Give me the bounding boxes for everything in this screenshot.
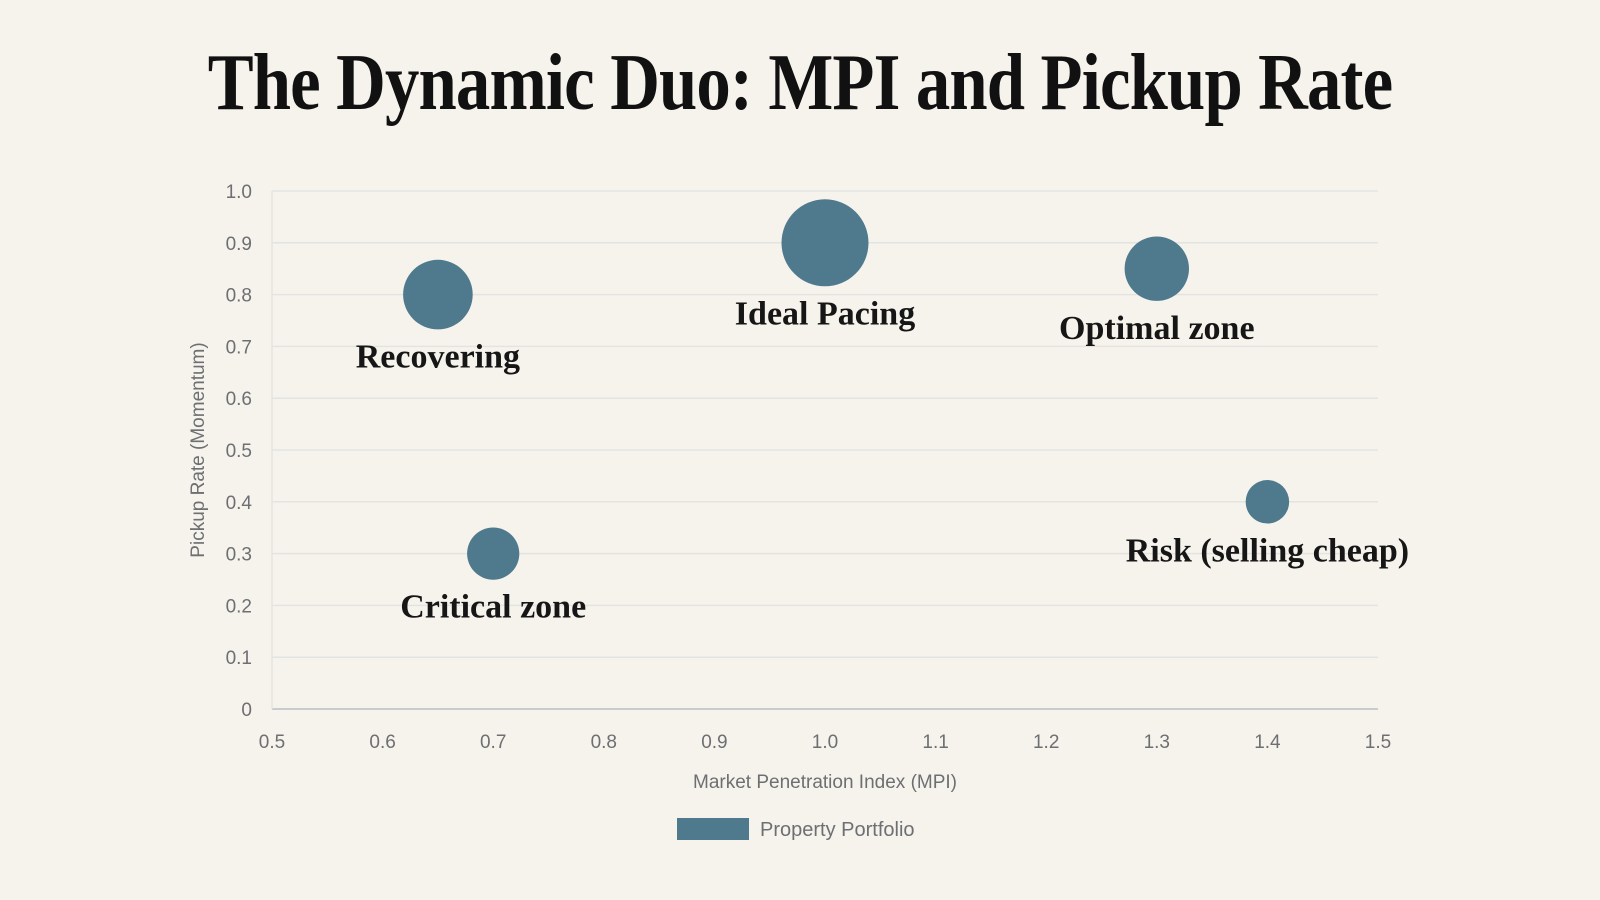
- y-tick-label: 0.6: [226, 389, 252, 410]
- point-label: Recovering: [356, 338, 520, 375]
- bubble-point: [467, 527, 520, 580]
- x-tick-label: 0.9: [701, 732, 727, 753]
- y-tick-label: 0.2: [226, 596, 252, 617]
- y-tick-label: 0.8: [226, 286, 252, 307]
- bubble-point: [1124, 236, 1189, 301]
- y-tick-label: 1.0: [226, 182, 252, 203]
- bubble-point: [1245, 480, 1290, 524]
- y-tick-label: 0.7: [226, 337, 252, 358]
- page-title: The Dynamic Duo: MPI and Pickup Rate: [207, 39, 1393, 127]
- x-tick-label: 1.4: [1254, 732, 1281, 753]
- point-label: Ideal Pacing: [735, 295, 915, 332]
- point-label: Optimal zone: [1059, 310, 1254, 347]
- x-tick-label: 1.2: [1033, 732, 1059, 753]
- bubble-point: [403, 259, 473, 330]
- legend-swatch: [677, 818, 749, 840]
- x-tick-label: 0.6: [369, 732, 395, 753]
- y-tick-label: 0.5: [226, 441, 252, 462]
- x-tick-label: 0.5: [259, 732, 285, 753]
- x-tick-label: 1.0: [812, 732, 838, 753]
- y-tick-label: 0.1: [226, 648, 252, 669]
- point-label: Risk (selling cheap): [1126, 533, 1409, 570]
- x-tick-label: 0.8: [591, 732, 617, 753]
- x-tick-label: 1.1: [922, 732, 948, 753]
- bubble-point: [781, 199, 869, 287]
- point-label: Critical zone: [400, 589, 586, 626]
- legend-label: Property Portfolio: [760, 819, 915, 841]
- x-tick-label: 0.7: [480, 732, 506, 753]
- y-tick-label: 0.9: [226, 234, 252, 255]
- x-tick-label: 1.5: [1365, 732, 1391, 753]
- y-tick-label: 0: [241, 700, 252, 721]
- y-tick-label: 0.4: [226, 493, 253, 514]
- y-axis-label: Pickup Rate (Momentum): [188, 342, 209, 557]
- x-tick-label: 1.3: [1144, 732, 1170, 753]
- y-tick-label: 0.3: [226, 545, 252, 566]
- x-axis-label: Market Penetration Index (MPI): [693, 772, 957, 793]
